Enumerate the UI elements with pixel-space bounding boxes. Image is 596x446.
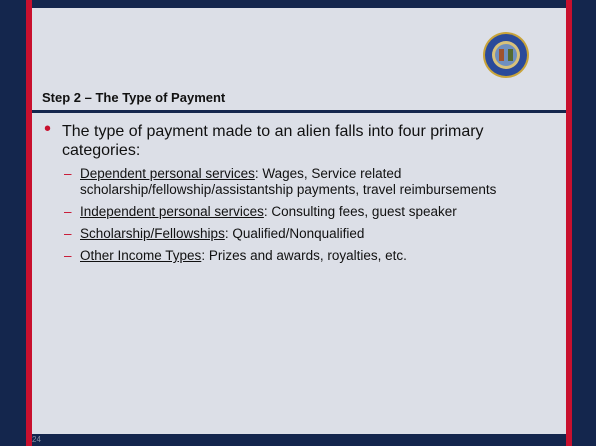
bullet-text: The type of payment made to an alien fal… xyxy=(62,123,484,159)
item-text: : Consulting fees, guest speaker xyxy=(263,204,457,219)
seal xyxy=(483,32,529,78)
page-number: 24 xyxy=(32,435,41,444)
item-term: Independent personal services xyxy=(80,204,264,219)
dash-marker: – xyxy=(64,204,72,219)
slide-title: Step 2 – The Type of Payment xyxy=(42,90,226,105)
dash-marker: – xyxy=(64,248,72,263)
item-text: : Wages, Service related scholarship/fel… xyxy=(80,166,497,197)
sub-item: – Independent personal services: Consulti… xyxy=(64,204,544,220)
slide-background xyxy=(32,8,566,434)
item-text: : Qualified/Nonqualified xyxy=(224,226,365,241)
sub-item: – Dependent personal services: Wages, Ser… xyxy=(64,166,544,198)
item-text: : Prizes and awards, royalties, etc. xyxy=(201,248,407,263)
item-term: Dependent personal services xyxy=(80,166,255,181)
title-rule xyxy=(32,110,566,113)
item-term: Scholarship/Fellowships xyxy=(80,226,225,241)
item-term: Other Income Types xyxy=(80,248,202,263)
red-stripe xyxy=(26,0,32,446)
red-stripe xyxy=(566,0,572,446)
dash-marker: – xyxy=(64,166,72,181)
sub-item: – Scholarship/Fellowships: Qualified/Nonq… xyxy=(64,226,544,242)
sub-item: – Other Income Types: Prizes and awards, … xyxy=(64,248,544,264)
dash-marker: – xyxy=(64,226,72,241)
sub-items: – Dependent personal services: Wages, Ser… xyxy=(64,166,544,270)
bullet-marker: • xyxy=(44,118,52,140)
